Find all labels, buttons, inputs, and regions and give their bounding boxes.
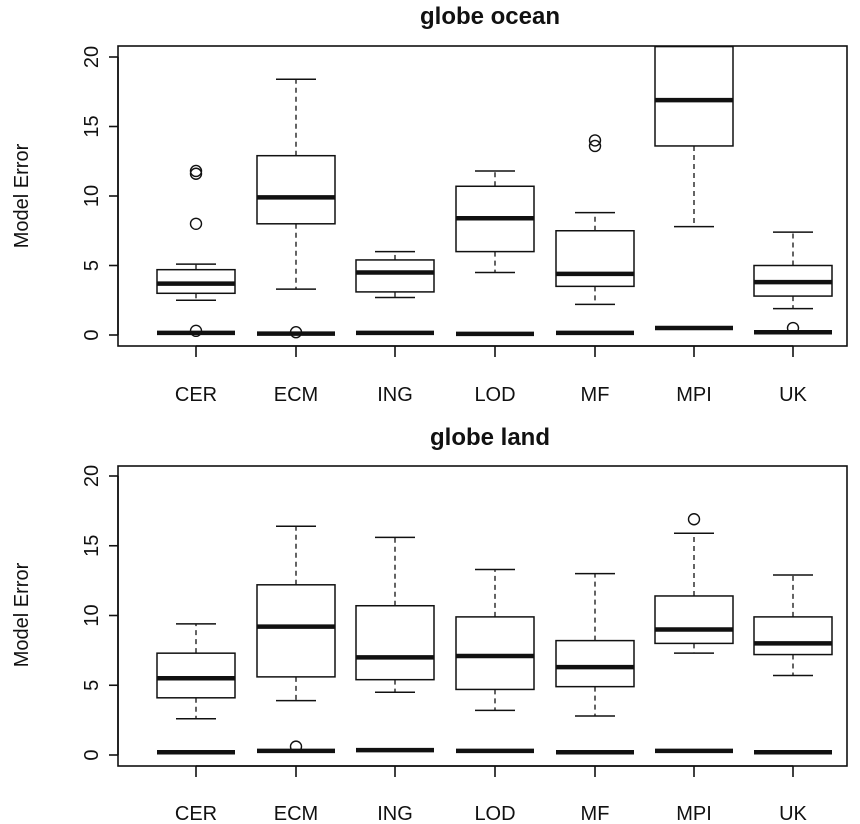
outlier-point [189,164,203,178]
x-tick-label: MF [581,803,610,824]
box-rect [156,652,236,699]
box-mpi-series-1 [654,513,734,654]
y-tick-label: 0 [81,329,103,340]
outlier-point [687,513,701,526]
box-uk-series-1 [753,574,833,677]
box-ecm-series-2 [257,326,335,339]
y-axis: 0 5 10 15 20 [81,465,119,761]
outlier-point [189,167,203,180]
y-tick-label: 0 [81,749,103,760]
outlier-point [189,324,203,338]
box-mf-series-1 [555,572,635,717]
y-tick-label: 5 [81,260,103,271]
outlier-point [786,321,800,335]
box-cer-series-1 [156,164,236,301]
plot-area [156,45,833,339]
y-tick-label: 5 [81,680,103,691]
box-rect [455,616,535,691]
x-tick-label: LOD [474,803,515,824]
x-axis: CER ECM ING LOD MF MPI UK [175,765,808,824]
chart-title: globe ocean [420,3,560,30]
box-cer-series-1 [156,623,236,720]
y-tick-label: 10 [81,604,103,626]
panel-globe-ocean: globe ocean Model Error 0 5 10 15 20 CER ECM I… [11,3,848,406]
outlier-point [189,217,203,231]
box-uk-series-2 [754,321,832,335]
x-tick-label: MF [581,384,610,406]
x-tick-label: MPI [676,803,712,824]
box-rect [256,584,336,678]
box-ing-series-1 [355,250,435,299]
x-tick-label: CER [175,384,217,406]
x-tick-label: CER [175,803,217,824]
x-axis: CER ECM ING LOD MF MPI UK [175,345,808,406]
x-tick-label: ING [377,384,413,406]
y-tick-label: 15 [81,535,103,557]
x-tick-label: UK [779,803,807,824]
plot-area [156,513,833,755]
x-tick-label: ECM [274,384,318,406]
box-ecm-series-1 [256,525,336,702]
box-mf-series-1 [555,134,635,306]
x-tick-label: ECM [274,803,318,824]
y-axis-title: Model Error [11,143,33,248]
x-tick-label: MPI [676,384,712,406]
box-ecm-series-1 [256,78,336,290]
y-tick-label: 15 [81,115,103,137]
chart-title: globe land [430,424,550,451]
outlier-point [289,740,303,753]
box-rect [555,639,635,688]
y-tick-label: 10 [81,185,103,207]
x-tick-label: ING [377,803,413,824]
box-rect [654,595,734,645]
x-tick-label: UK [779,384,807,406]
outlier-point [588,134,602,147]
box-uk-series-1 [753,231,833,310]
y-axis: 0 5 10 15 20 [81,46,119,341]
box-rect [355,604,435,681]
y-tick-label: 20 [81,46,103,68]
box-mpi-series-1 [654,45,734,228]
outlier-point [289,326,303,339]
box-rect [355,259,435,293]
box-rect [256,154,336,225]
y-tick-label: 20 [81,465,103,487]
panel-globe-land: globe land Model Error 0 5 10 15 20 CER ECM IN… [11,424,848,824]
box-ing-series-1 [355,536,435,693]
y-axis-title: Model Error [11,562,33,667]
box-rect [753,616,833,656]
x-tick-label: LOD [474,384,515,406]
box-rect [555,230,635,288]
box-lod-series-1 [455,170,535,274]
box-ecm-series-2 [257,740,335,754]
box-rect [654,45,734,147]
outlier-point [588,139,602,153]
box-cer-series-2 [157,324,235,338]
plot-frame [117,465,848,767]
box-lod-series-1 [455,568,535,712]
